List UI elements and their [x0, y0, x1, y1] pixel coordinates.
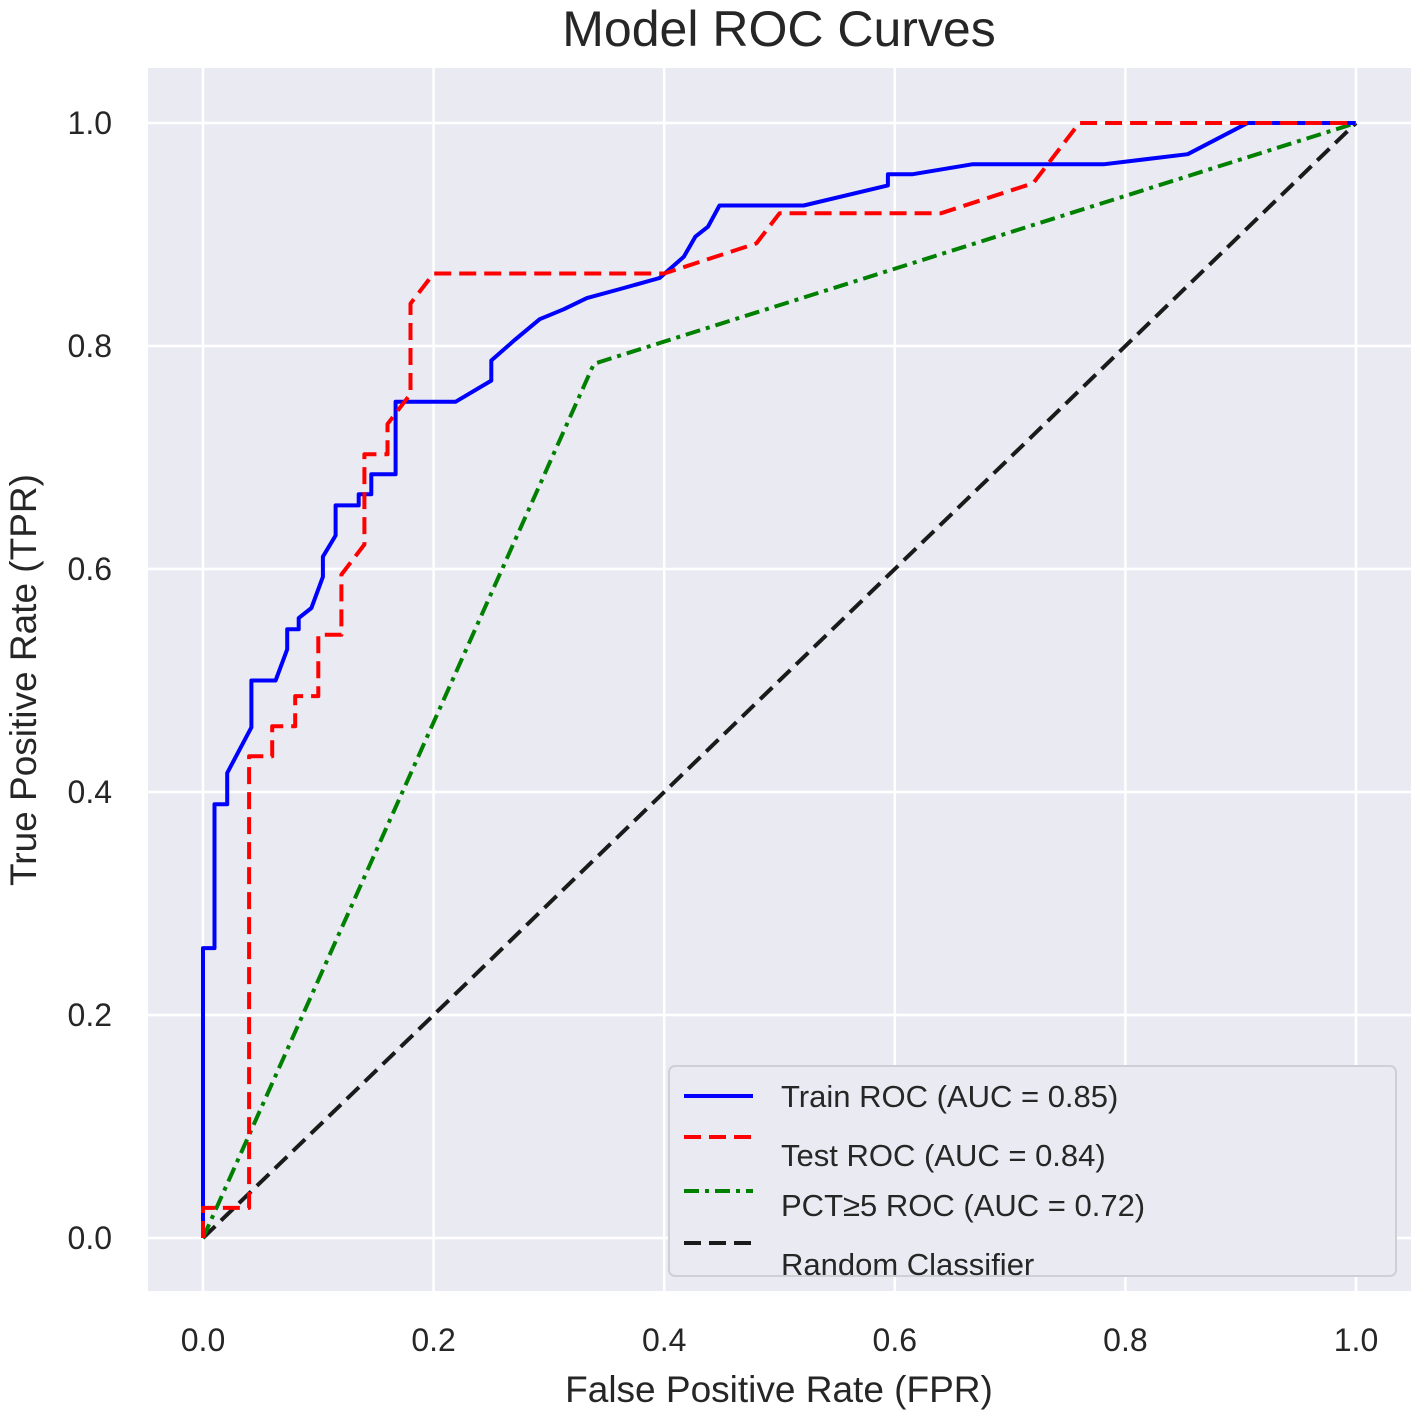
y-tick-label: 0.4 — [68, 774, 112, 810]
legend-label-test-roc-auc-0-84: Test ROC (AUC = 0.84) — [781, 1138, 1106, 1173]
series-line-train-roc-auc-0-85 — [201, 121, 1356, 1238]
series-line-random-classifier — [201, 121, 1358, 1240]
chart-title: Model ROC Curves — [562, 1, 995, 57]
series-layer — [201, 121, 1358, 1240]
series-line-test-roc-auc-0-84 — [201, 121, 1356, 1238]
y-tick-label: 0.8 — [68, 328, 112, 364]
x-tick-label: 0.4 — [642, 1322, 686, 1358]
legend: Train ROC (AUC = 0.85) Test ROC (AUC = 0.… — [668, 1065, 1397, 1282]
legend-box — [668, 1065, 1397, 1277]
y-tick-labels: 0.0 0.2 0.4 0.6 0.8 1.0 — [68, 105, 112, 1256]
series-line-pct-5-roc-auc-0-72 — [201, 121, 1357, 1239]
x-tick-label: 0.0 — [181, 1322, 225, 1358]
x-tick-labels: 0.0 0.2 0.4 0.6 0.8 1.0 — [181, 1322, 1378, 1358]
legend-label-pct-5-roc-auc-0-72: PCT≥5 ROC (AUC = 0.72) — [781, 1188, 1145, 1223]
x-tick-label: 0.2 — [411, 1322, 455, 1358]
legend-label-train-roc-auc-0-85: Train ROC (AUC = 0.85) — [781, 1079, 1118, 1114]
y-tick-label: 0.6 — [68, 551, 112, 587]
x-tick-label: 0.6 — [873, 1322, 917, 1358]
y-tick-label: 0.2 — [68, 997, 112, 1033]
y-tick-label: 0.0 — [68, 1220, 112, 1256]
y-axis-label: True Positive Rate (TPR) — [3, 474, 44, 886]
x-axis-label: False Positive Rate (FPR) — [565, 1369, 993, 1410]
x-tick-label: 0.8 — [1103, 1322, 1147, 1358]
legend-label-random-classifier: Random Classifier — [781, 1247, 1034, 1282]
y-tick-label: 1.0 — [68, 105, 112, 141]
x-tick-label: 1.0 — [1334, 1322, 1378, 1358]
